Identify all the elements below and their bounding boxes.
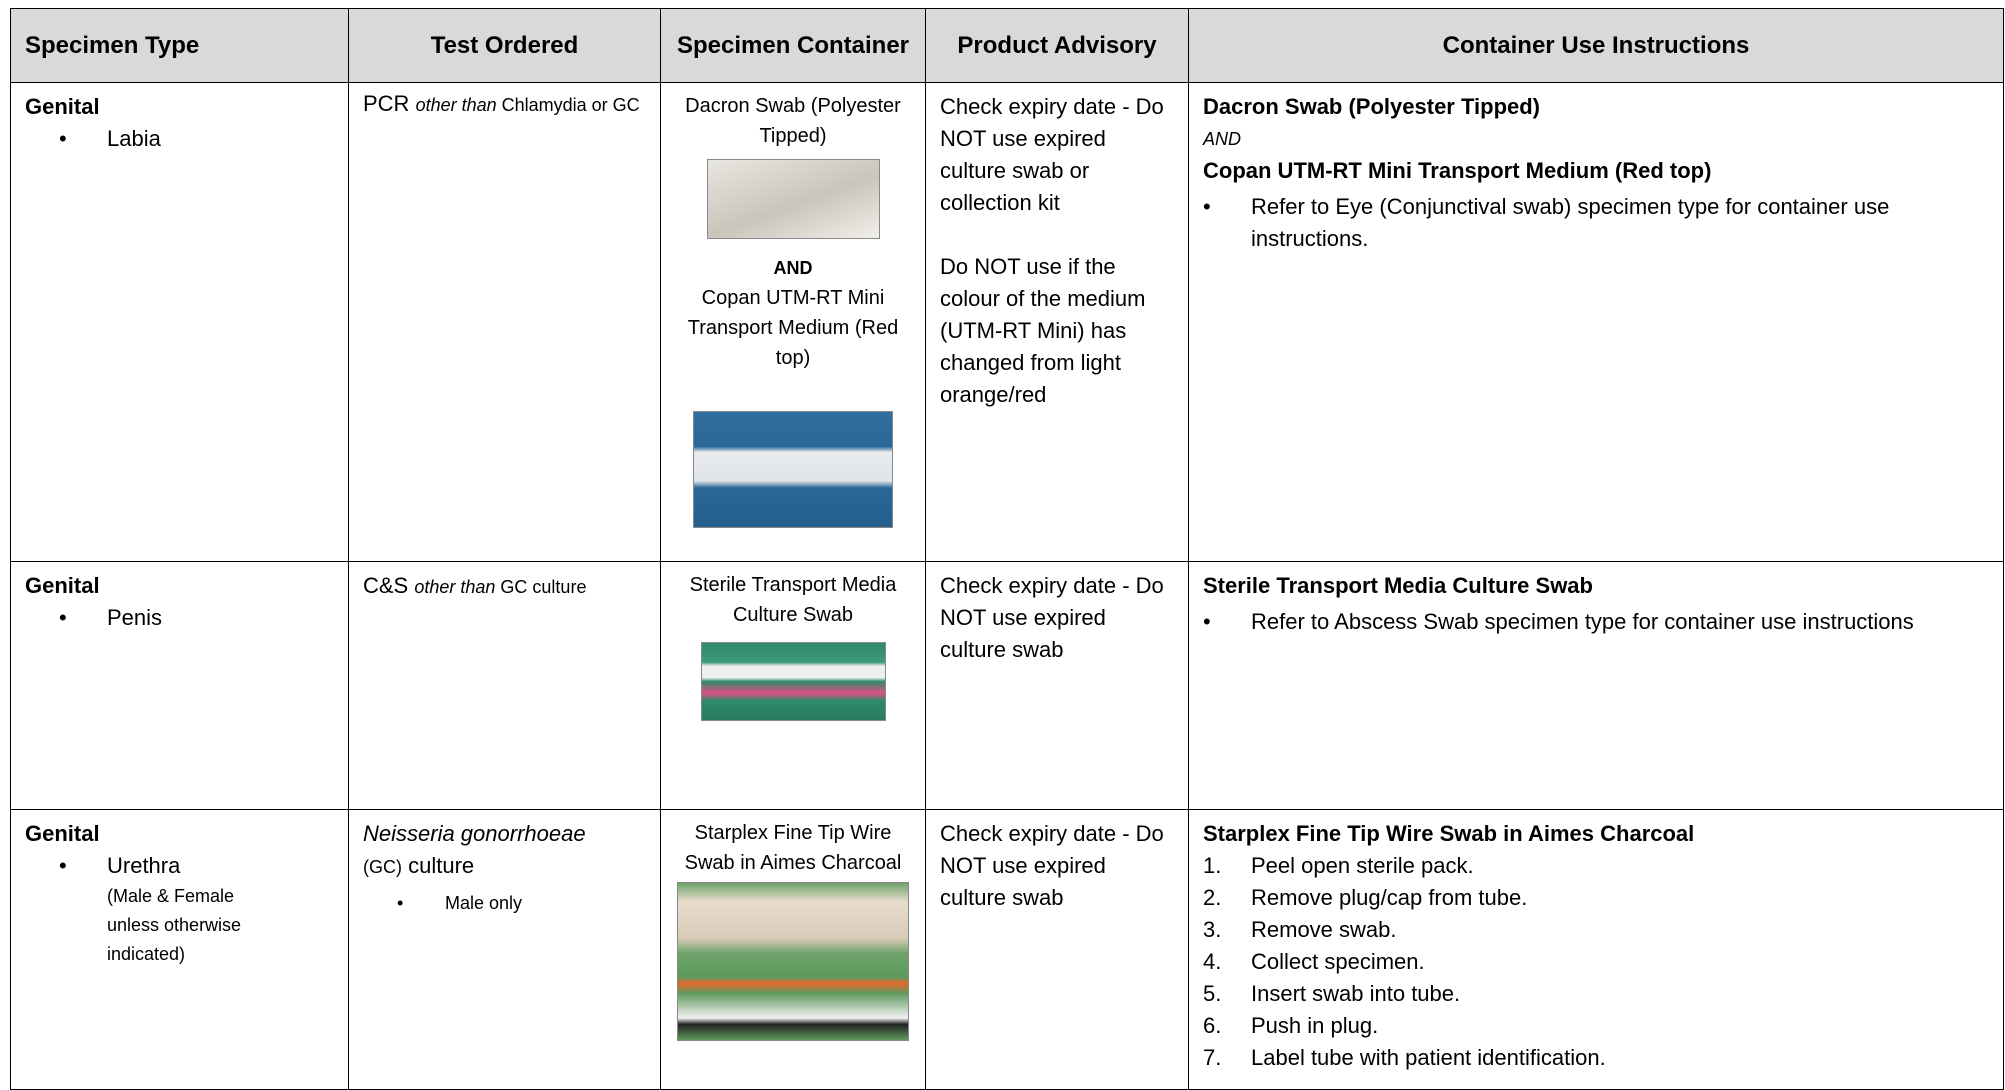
- item: Urethra: [107, 853, 181, 878]
- category: Genital: [25, 94, 100, 119]
- specimen-table: Specimen Type Test Ordered Specimen Cont…: [10, 8, 2004, 1090]
- step-number: 7.: [1203, 1045, 1222, 1070]
- step-text: Remove plug/cap from tube.: [1251, 885, 1528, 910]
- step-number: 5.: [1203, 981, 1222, 1006]
- bullet: • Labia: [59, 123, 334, 155]
- test-rest: GC culture: [495, 577, 587, 597]
- header-cell: Test Ordered: [348, 8, 661, 83]
- header-cell: Specimen Container: [660, 8, 926, 83]
- instruction-heading: Copan UTM-RT Mini Transport Medium (Red …: [1203, 158, 1712, 183]
- item: Male only: [445, 893, 523, 913]
- instruction-text: Refer to Eye (Conjunctival swab) specime…: [1251, 194, 1890, 251]
- step: 3. Remove swab.: [1203, 914, 1989, 946]
- row: Genital • Penis C&S other than GC culture…: [10, 561, 2004, 810]
- product-photo: [706, 159, 880, 239]
- advisory: Check expiry date - Do NOT use expired c…: [925, 82, 1189, 562]
- joiner: AND: [773, 258, 813, 278]
- header-cell: Specimen Type: [10, 8, 349, 83]
- product-photo: [693, 411, 893, 528]
- header-row: Specimen Type Test Ordered Specimen Cont…: [10, 8, 2004, 83]
- advisory-text: Check expiry date - Do NOT use expired c…: [940, 573, 1164, 662]
- container-name: Starplex Fine Tip Wire Swab in Aimes Cha…: [684, 822, 902, 874]
- instruction-text: Refer to Abscess Swab specimen type for …: [1251, 609, 1914, 634]
- row: Genital • Labia PCR other than Chlamydia …: [10, 82, 2004, 562]
- advisory: Check expiry date - Do NOT use expired c…: [925, 561, 1189, 810]
- step-text: Collect specimen.: [1251, 949, 1425, 974]
- step-number: 1.: [1203, 853, 1222, 878]
- qualifier: other than: [414, 577, 496, 597]
- instructions: Starplex Fine Tip Wire Swab in Aimes Cha…: [1188, 809, 2004, 1090]
- bullet: • Urethra: [59, 850, 334, 882]
- step: 4. Collect specimen.: [1203, 946, 1989, 978]
- qualifier: other than: [415, 95, 497, 115]
- header-cell: Product Advisory: [925, 8, 1189, 83]
- step-text: Insert swab into tube.: [1251, 981, 1461, 1006]
- instruction-heading: Sterile Transport Media Culture Swab: [1203, 573, 1593, 598]
- step: 7. Label tube with patient identification…: [1203, 1042, 1989, 1074]
- bullet: • Penis: [59, 602, 334, 634]
- step: 1. Peel open sterile pack.: [1203, 850, 1989, 882]
- bullet: • Refer to Eye (Conjunctival swab) specim…: [1203, 191, 1989, 255]
- organism: Neisseria gonorrhoeae: [363, 821, 586, 846]
- product-photo: [700, 642, 886, 721]
- test-main: C&S: [363, 573, 415, 598]
- step-text: Label tube with patient identification.: [1251, 1045, 1606, 1070]
- step-text: Remove swab.: [1251, 917, 1397, 942]
- step-list: 1. Peel open sterile pack. 2. Remove plug/c…: [1203, 850, 1989, 1074]
- advisory-text: Do NOT use if the colour of the medium (…: [940, 254, 1146, 407]
- specimen-type: Genital • Penis: [10, 561, 349, 810]
- test-ordered: C&S other than GC culture: [348, 561, 661, 810]
- advisory-text: Check expiry date - Do NOT use expired c…: [940, 94, 1164, 215]
- container: Dacron Swab (Polyester Tipped) AND Copan…: [660, 82, 926, 562]
- step: 6. Push in plug.: [1203, 1010, 1989, 1042]
- category: Genital: [25, 821, 100, 846]
- container-name: Sterile Transport Media Culture Swab: [689, 574, 897, 626]
- test-ordered: PCR other than Chlamydia or GC: [348, 82, 661, 562]
- test-rest: culture: [402, 853, 475, 878]
- container-name: Copan UTM-RT Mini Transport Medium (Red …: [687, 287, 899, 369]
- step-number: 6.: [1203, 1013, 1222, 1038]
- row: Genital • Urethra (Male & Female unless o…: [10, 809, 2004, 1090]
- joiner: AND: [1203, 129, 1242, 149]
- advisory-text: Check expiry date - Do NOT use expired c…: [940, 821, 1164, 910]
- step-number: 3.: [1203, 917, 1222, 942]
- step-text: Push in plug.: [1251, 1013, 1379, 1038]
- specimen-type: Genital • Urethra (Male & Female unless o…: [10, 809, 349, 1090]
- container: Sterile Transport Media Culture Swab: [660, 561, 926, 810]
- step: 2. Remove plug/cap from tube.: [1203, 882, 1989, 914]
- instruction-heading: Starplex Fine Tip Wire Swab in Aimes Cha…: [1203, 821, 1695, 846]
- container-name: Dacron Swab (Polyester Tipped): [685, 95, 901, 147]
- specimen-type: Genital • Labia: [10, 82, 349, 562]
- header-cell: Container Use Instructions: [1188, 8, 2004, 83]
- instruction-heading: Dacron Swab (Polyester Tipped): [1203, 94, 1541, 119]
- product-photo: [677, 882, 909, 1041]
- bullet: • Refer to Abscess Swab specimen type for…: [1203, 606, 1989, 638]
- category: Genital: [25, 573, 100, 598]
- step-number: 2.: [1203, 885, 1222, 910]
- advisory: Check expiry date - Do NOT use expired c…: [925, 809, 1189, 1090]
- step-number: 4.: [1203, 949, 1222, 974]
- instructions: Dacron Swab (Polyester Tipped) AND Copan…: [1188, 82, 2004, 562]
- item: Penis: [107, 605, 163, 630]
- note: (Male & Female unless otherwise indicate…: [107, 886, 242, 964]
- instructions: Sterile Transport Media Culture Swab • Re…: [1188, 561, 2004, 810]
- test-ordered: Neisseria gonorrhoeae (GC) culture • Male…: [348, 809, 661, 1090]
- container: Starplex Fine Tip Wire Swab in Aimes Cha…: [660, 809, 926, 1090]
- test-rest: Chlamydia or GC: [496, 95, 640, 115]
- test-main: PCR: [363, 91, 416, 116]
- item: Labia: [107, 126, 161, 151]
- abbr: (GC): [363, 857, 402, 877]
- step-text: Peel open sterile pack.: [1251, 853, 1474, 878]
- step: 5. Insert swab into tube.: [1203, 978, 1989, 1010]
- bullet: • Male only: [397, 887, 646, 919]
